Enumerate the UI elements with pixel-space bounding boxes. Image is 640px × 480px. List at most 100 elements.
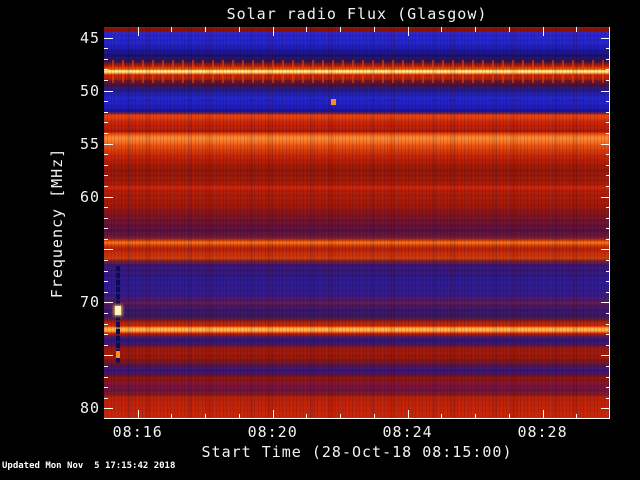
- x-axis-tick: [407, 410, 409, 419]
- y-axis-tick: [606, 260, 610, 262]
- noise-texture-layer: [104, 27, 609, 418]
- y-axis-tick: [104, 228, 108, 230]
- x-axis-tick: [475, 27, 477, 32]
- y-axis-tick: [104, 313, 108, 315]
- y-axis-tick: [606, 48, 610, 50]
- y-axis-tick: [606, 132, 610, 134]
- y-axis-tick: [104, 387, 108, 389]
- y-axis-tick: [104, 397, 108, 399]
- x-axis-tick: [171, 27, 173, 32]
- x-axis-tick: [272, 410, 274, 419]
- y-axis-tick: [606, 175, 610, 177]
- y-tick-label: 45: [79, 28, 100, 47]
- y-tick-label: 60: [79, 187, 100, 206]
- x-axis-tick: [137, 410, 139, 419]
- x-axis-label: Start Time (28-Oct-18 08:15:00): [201, 443, 513, 461]
- x-axis-tick: [373, 27, 375, 32]
- y-axis-tick: [104, 355, 113, 357]
- radio-burst-feature: [115, 266, 122, 364]
- y-axis-tick: [606, 334, 610, 336]
- x-axis-tick: [205, 414, 207, 419]
- y-axis-tick: [606, 281, 610, 283]
- y-axis-tick: [606, 58, 610, 60]
- point-event-dot: [330, 99, 336, 106]
- y-tick-label: 50: [79, 81, 100, 100]
- x-axis-tick: [542, 27, 544, 36]
- y-axis-tick: [104, 175, 108, 177]
- y-axis-tick: [104, 302, 113, 304]
- y-tick-label: 70: [79, 293, 100, 312]
- y-axis-tick: [606, 344, 610, 346]
- y-axis-tick: [606, 313, 610, 315]
- y-axis-tick: [104, 344, 108, 346]
- x-axis-tick: [475, 414, 477, 419]
- y-axis-tick: [104, 58, 108, 60]
- x-axis-tick: [441, 414, 443, 419]
- x-tick-label: 08:28: [517, 423, 568, 441]
- y-axis-tick: [104, 323, 108, 325]
- y-axis-tick: [606, 122, 610, 124]
- y-axis-tick: [104, 281, 108, 283]
- y-axis-tick: [606, 111, 610, 113]
- y-axis-tick: [104, 270, 108, 272]
- burst-orange-dot: [116, 351, 121, 358]
- x-axis-tick: [306, 27, 308, 32]
- y-axis-tick: [606, 228, 610, 230]
- y-axis-tick: [104, 48, 108, 50]
- calibration-pips: [104, 73, 609, 84]
- y-axis-tick: [104, 249, 113, 251]
- y-axis-tick: [104, 260, 108, 262]
- y-axis-tick: [606, 270, 610, 272]
- y-tick-label: 55: [79, 134, 100, 153]
- y-axis-tick: [606, 217, 610, 219]
- y-axis-tick: [104, 79, 108, 81]
- x-axis-tick: [272, 27, 274, 36]
- y-axis-tick: [601, 90, 610, 92]
- y-axis-tick: [606, 376, 610, 378]
- x-axis-tick: [542, 410, 544, 419]
- y-axis-tick: [601, 302, 610, 304]
- y-axis-tick: [601, 408, 610, 410]
- y-axis-tick: [601, 143, 610, 145]
- y-axis-tick: [606, 69, 610, 71]
- x-tick-label: 08:20: [247, 423, 298, 441]
- burst-bright-blob: [115, 305, 122, 316]
- y-axis-tick: [606, 366, 610, 368]
- y-axis-tick: [606, 154, 610, 156]
- y-axis-tick: [104, 408, 113, 410]
- y-axis-tick: [104, 366, 108, 368]
- x-axis-tick: [340, 27, 342, 32]
- y-axis-tick: [601, 37, 610, 39]
- y-axis-tick: [104, 196, 113, 198]
- y-axis-tick: [104, 122, 108, 124]
- y-axis-tick: [601, 355, 610, 357]
- chart-title: Solar radio Flux (Glasgow): [226, 5, 488, 23]
- y-axis-tick: [104, 132, 108, 134]
- y-axis-tick: [104, 90, 113, 92]
- noise-texture-layer: [104, 27, 609, 418]
- noise-texture-layer: [104, 27, 609, 418]
- y-axis-tick: [606, 101, 610, 103]
- y-axis-tick: [606, 207, 610, 209]
- y-axis-tick: [601, 249, 610, 251]
- x-tick-label: 08:16: [112, 423, 163, 441]
- calibration-pips: [104, 60, 609, 70]
- y-axis-tick: [104, 376, 108, 378]
- x-axis-tick: [373, 414, 375, 419]
- y-axis-tick: [104, 143, 113, 145]
- x-axis-tick: [340, 414, 342, 419]
- y-axis-tick: [104, 334, 108, 336]
- y-axis-tick: [104, 217, 108, 219]
- spectrogram-plot-area: [104, 27, 610, 419]
- y-axis-tick: [104, 207, 108, 209]
- y-axis-tick: [104, 101, 108, 103]
- y-axis-tick: [104, 238, 108, 240]
- x-axis-tick: [407, 27, 409, 36]
- y-axis-tick: [104, 185, 108, 187]
- y-axis-tick: [104, 154, 108, 156]
- y-axis-tick: [601, 196, 610, 198]
- y-axis-tick: [606, 291, 610, 293]
- x-axis-tick: [238, 27, 240, 32]
- x-axis-tick: [508, 27, 510, 32]
